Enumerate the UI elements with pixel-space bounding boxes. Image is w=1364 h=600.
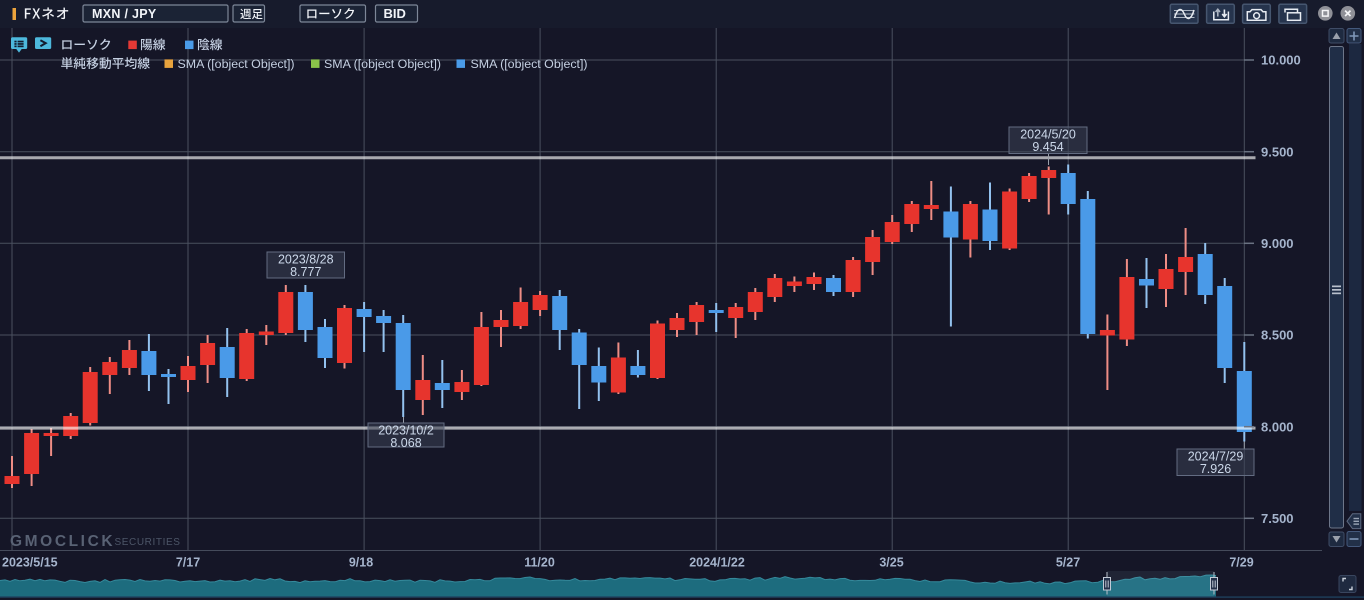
svg-text:8.068: 8.068 [390, 436, 421, 450]
svg-text:5/27: 5/27 [1056, 556, 1080, 570]
svg-text:SMA ([object Object]): SMA ([object Object]) [471, 57, 588, 71]
svg-text:9.500: 9.500 [1261, 144, 1294, 159]
svg-text:7.500: 7.500 [1261, 511, 1294, 526]
svg-text:7.926: 7.926 [1200, 462, 1231, 476]
svg-text:MXN / JPY: MXN / JPY [92, 7, 157, 21]
svg-text:2023/5/15: 2023/5/15 [2, 556, 58, 570]
svg-text:9.000: 9.000 [1261, 236, 1294, 251]
svg-text:SECURITIES: SECURITIES [115, 537, 181, 548]
svg-text:10.000: 10.000 [1261, 53, 1301, 68]
svg-text:SMA ([object Object]): SMA ([object Object]) [324, 57, 441, 71]
svg-text:8.777: 8.777 [290, 265, 321, 279]
svg-text:2024/5/20: 2024/5/20 [1020, 128, 1076, 142]
svg-text:GMOCLICK: GMOCLICK [10, 533, 115, 550]
svg-text:2023/10/2: 2023/10/2 [378, 424, 434, 438]
svg-text:7/17: 7/17 [176, 556, 200, 570]
svg-text:9.454: 9.454 [1032, 140, 1063, 154]
svg-text:2024/1/22: 2024/1/22 [689, 556, 745, 570]
svg-text:7/29: 7/29 [1229, 556, 1253, 570]
svg-text:11/20: 11/20 [524, 556, 555, 570]
svg-text:SMA ([object Object]): SMA ([object Object]) [178, 57, 295, 71]
svg-text:8.000: 8.000 [1261, 419, 1294, 434]
svg-text:2023/8/28: 2023/8/28 [278, 253, 334, 267]
svg-text:9/18: 9/18 [349, 556, 373, 570]
svg-text:BID: BID [384, 6, 406, 21]
svg-text:3/25: 3/25 [879, 556, 903, 570]
svg-text:2024/7/29: 2024/7/29 [1188, 450, 1244, 464]
svg-text:8.500: 8.500 [1261, 328, 1294, 343]
